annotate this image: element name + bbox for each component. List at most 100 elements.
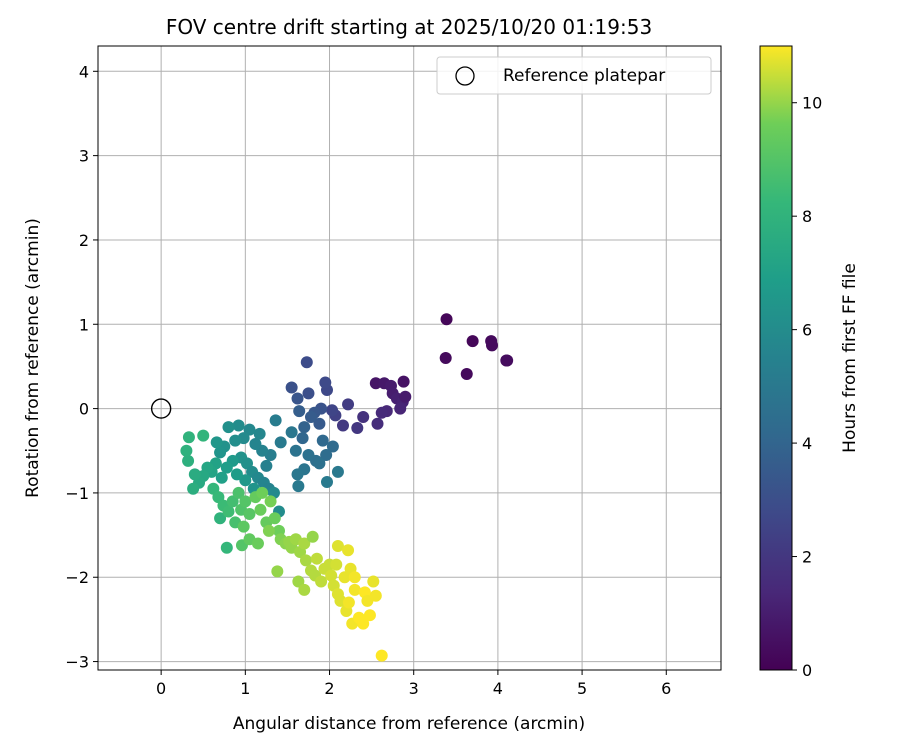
y-tick-label: 3 — [79, 147, 89, 166]
scatter-point — [330, 558, 343, 571]
scatter-point — [298, 537, 311, 550]
scatter-point — [215, 471, 228, 484]
scatter-point — [363, 609, 376, 622]
y-tick-label: −2 — [65, 568, 89, 587]
scatter-point — [249, 438, 262, 451]
scatter-point — [182, 431, 195, 444]
scatter-point — [371, 417, 384, 430]
scatter-point — [460, 368, 473, 381]
scatter-point — [306, 530, 319, 543]
scatter-point — [326, 440, 339, 453]
scatter-point — [232, 419, 245, 432]
scatter-point — [220, 541, 233, 554]
scatter-point — [222, 421, 235, 434]
scatter-point — [237, 520, 250, 533]
scatter-point — [239, 495, 252, 508]
scatter-point — [232, 486, 245, 499]
scatter-point — [331, 465, 344, 478]
y-tick-label: −3 — [65, 653, 89, 672]
scatter-point — [293, 405, 306, 418]
scatter-point — [316, 434, 329, 447]
scatter-point — [271, 565, 284, 578]
y-tick-label: 1 — [79, 315, 89, 334]
scatter-point — [397, 375, 410, 388]
scatter-point — [197, 429, 210, 442]
scatter-point — [298, 421, 311, 434]
scatter-point — [310, 552, 323, 565]
y-axis-ticks: −3 −2 −1 0 1 2 3 4 — [65, 62, 98, 672]
scatter-point — [214, 446, 227, 459]
y-tick-label: −1 — [65, 484, 89, 503]
colorbar-tick-label: 0 — [802, 661, 812, 680]
scatter-point — [262, 524, 275, 537]
scatter-point — [182, 454, 195, 467]
scatter-point — [331, 540, 344, 553]
scatter-point — [369, 589, 382, 602]
scatter-point — [367, 575, 380, 588]
scatter-point — [268, 512, 281, 525]
scatter-point — [292, 575, 305, 588]
scatter-point — [348, 583, 361, 596]
scatter-point — [486, 339, 499, 352]
x-axis-ticks: 0 1 2 3 4 5 6 — [156, 670, 671, 698]
colorbar-tick-label: 8 — [802, 207, 812, 226]
scatter-point — [369, 377, 382, 390]
scatter-point — [440, 313, 453, 326]
scatter-point — [264, 495, 277, 508]
scatter-point — [338, 571, 351, 584]
scatter-point — [226, 495, 239, 508]
scatter-point — [320, 448, 333, 461]
scatter-point — [399, 390, 412, 403]
scatter-point — [466, 335, 479, 348]
legend-entry-reference-platepar: Reference platepar — [503, 66, 665, 86]
x-tick-label: 2 — [324, 679, 334, 698]
scatter-point — [348, 571, 361, 584]
scatter-point — [187, 482, 200, 495]
scatter-point — [302, 387, 315, 400]
scatter-point — [229, 434, 242, 447]
scatter-point — [351, 421, 364, 434]
colorbar-label: Hours from first FF file — [840, 263, 860, 453]
scatter-point — [439, 352, 452, 364]
scatter-point — [269, 414, 282, 427]
colorbar-tick-label: 10 — [802, 94, 822, 113]
scatter-point — [291, 392, 304, 405]
legend-marker-icon — [455, 66, 475, 86]
x-axis-label: Angular distance from reference (arcmin) — [233, 714, 585, 734]
scatter-point — [239, 474, 252, 487]
scatter-point — [296, 432, 309, 445]
scatter-point — [188, 468, 201, 481]
scatter-point — [336, 419, 349, 432]
scatter-point — [342, 398, 355, 411]
legend-box — [436, 56, 712, 95]
scatter-point — [501, 354, 514, 367]
scatter-point — [285, 381, 298, 394]
x-tick-label: 1 — [240, 679, 250, 698]
legend: Reference platepar — [436, 56, 712, 95]
scatter-point — [299, 554, 312, 567]
scatter-point — [304, 411, 317, 424]
scatter-point — [210, 436, 223, 449]
scatter-point — [222, 505, 235, 518]
scatter-point — [251, 537, 264, 550]
scatter-point — [315, 575, 328, 588]
scatter-point — [375, 649, 388, 662]
scatter-point — [285, 426, 298, 439]
reference-point — [150, 398, 172, 419]
scatter-point — [298, 583, 311, 596]
scatter-point — [292, 480, 305, 493]
colorbar: 0 2 4 6 8 10 Hours from first FF file — [759, 45, 860, 680]
scatter-points — [180, 313, 514, 662]
x-tick-label: 6 — [661, 679, 671, 698]
y-tick-label: 2 — [79, 231, 89, 250]
plot-frame — [97, 45, 722, 671]
scatter-point — [342, 544, 355, 557]
scatter-point — [394, 402, 407, 415]
chart-title: FOV centre drift starting at 2025/10/20 … — [166, 15, 652, 39]
scatter-point — [230, 468, 243, 481]
scatter-point — [243, 423, 256, 436]
x-tick-label: 5 — [577, 679, 587, 698]
scatter-point — [256, 486, 269, 499]
scatter-point — [320, 475, 333, 488]
